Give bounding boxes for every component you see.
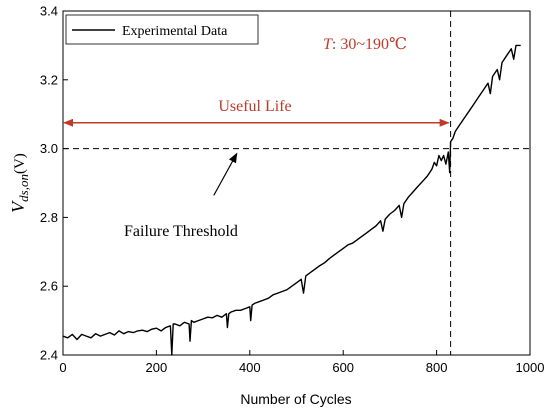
y-tick-label-3.4: 3.4 — [40, 4, 58, 19]
legend-entry-experimental-data: Experimental Data — [122, 24, 228, 39]
y-axis-title-unit: (V) — [12, 153, 28, 174]
series-group — [62, 44, 521, 356]
x-tick-label-800: 800 — [426, 360, 448, 375]
failure-threshold-arrow — [213, 152, 238, 196]
y-axis-title-sub: ds,on — [16, 174, 31, 202]
axis-ticks: 0 200 400 600 800 1000 2.4 2.6 2.8 3.0 3.2 3.4 — [40, 4, 545, 376]
y-tick-label-2.6: 2.6 — [40, 279, 58, 294]
useful-life-label: Useful Life — [218, 98, 291, 115]
x-tick-label-200: 200 — [146, 360, 168, 375]
legend: Experimental Data — [65, 14, 259, 45]
temperature-label-symbol: T — [323, 36, 333, 53]
temperature-label-range: : 30~190℃ — [332, 36, 407, 53]
x-tick-label-0: 0 — [59, 360, 66, 375]
x-tick-label-400: 400 — [239, 360, 261, 375]
y-tick-label-3.0: 3.0 — [40, 141, 58, 156]
y-tick-label-3.2: 3.2 — [40, 72, 58, 87]
x-tick-label-600: 600 — [332, 360, 354, 375]
x-tick-label-1000: 1000 — [516, 360, 545, 375]
plot-frame — [62, 10, 531, 356]
threshold-lines — [63, 11, 530, 355]
failure-threshold-label: Failure Threshold — [124, 223, 238, 240]
annotation-group: Useful Life T: 30~190℃ Failure Threshold — [63, 36, 450, 240]
y-axis-title: Vds,on(V) — [8, 153, 31, 213]
svg-text:Vds,on(V): Vds,on(V) — [8, 153, 31, 213]
y-axis-title-main: V — [8, 200, 28, 213]
series-line-experimental-data — [62, 44, 521, 356]
temperature-label: T: 30~190℃ — [323, 36, 407, 53]
y-tick-label-2.8: 2.8 — [40, 210, 58, 225]
x-axis-title: Number of Cycles — [240, 391, 351, 407]
y-tick-label-2.4: 2.4 — [40, 348, 58, 363]
